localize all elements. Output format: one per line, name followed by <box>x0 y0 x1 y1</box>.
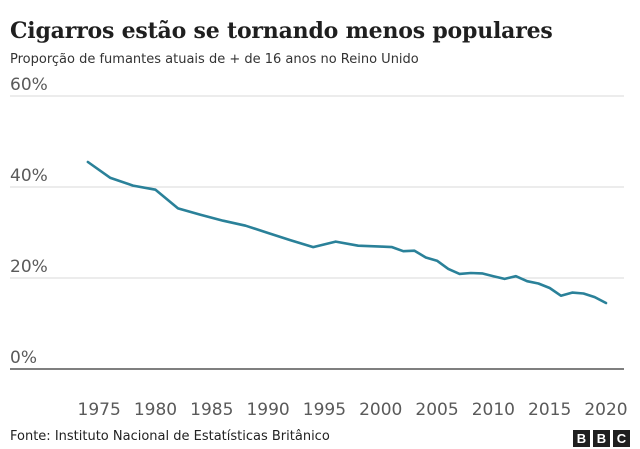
chart-subtitle: Proporção de fumantes atuais de + de 16 … <box>10 52 419 67</box>
data-point <box>481 272 483 274</box>
x-tick-label: 1985 <box>190 400 233 420</box>
data-point <box>312 246 314 248</box>
bbc-logo: B B C <box>573 430 630 447</box>
data-point <box>503 278 505 280</box>
y-tick-label: 60% <box>10 75 48 95</box>
data-point <box>594 296 596 298</box>
data-point <box>605 302 607 304</box>
data-point <box>425 256 427 258</box>
data-point <box>537 282 539 284</box>
bbc-logo-letter: C <box>613 430 630 447</box>
data-point <box>199 214 201 216</box>
bbc-logo-letter: B <box>573 430 590 447</box>
data-point <box>87 161 89 163</box>
y-tick-label: 0% <box>10 348 37 368</box>
data-point <box>436 260 438 262</box>
data-point <box>526 280 528 282</box>
data-point <box>391 246 393 248</box>
data-point <box>154 189 156 191</box>
x-tick-label: 1975 <box>78 400 121 420</box>
data-point <box>380 245 382 247</box>
y-tick-label: 40% <box>10 166 48 186</box>
x-tick-label: 1995 <box>303 400 346 420</box>
data-point <box>289 239 291 241</box>
data-point <box>267 232 269 234</box>
bbc-logo-letter: B <box>593 430 610 447</box>
y-tick-label: 20% <box>10 257 48 277</box>
x-tick-label: 2010 <box>472 400 515 420</box>
data-point <box>571 291 573 293</box>
data-point <box>335 240 337 242</box>
x-tick-label: 2000 <box>359 400 402 420</box>
data-point <box>357 245 359 247</box>
data-point <box>492 275 494 277</box>
x-tick-label: 2020 <box>584 400 627 420</box>
x-tick-label: 2015 <box>528 400 571 420</box>
x-tick-label: 2005 <box>415 400 458 420</box>
data-point <box>447 268 449 270</box>
data-point <box>402 250 404 252</box>
x-tick-label: 1990 <box>246 400 289 420</box>
data-point <box>177 207 179 209</box>
data-point <box>582 292 584 294</box>
data-point <box>560 295 562 297</box>
series-line <box>86 160 608 305</box>
x-tick-label: 1980 <box>134 400 177 420</box>
chart-title: Cigarros estão se tornando menos popular… <box>10 18 553 44</box>
data-point <box>132 184 134 186</box>
data-point <box>109 177 111 179</box>
source-note: Fonte: Instituto Nacional de Estatística… <box>10 429 330 444</box>
data-point <box>549 287 551 289</box>
data-point <box>413 250 415 252</box>
data-point <box>244 225 246 227</box>
data-point <box>470 272 472 274</box>
data-point <box>515 275 517 277</box>
data-point <box>458 273 460 275</box>
data-point <box>222 220 224 222</box>
